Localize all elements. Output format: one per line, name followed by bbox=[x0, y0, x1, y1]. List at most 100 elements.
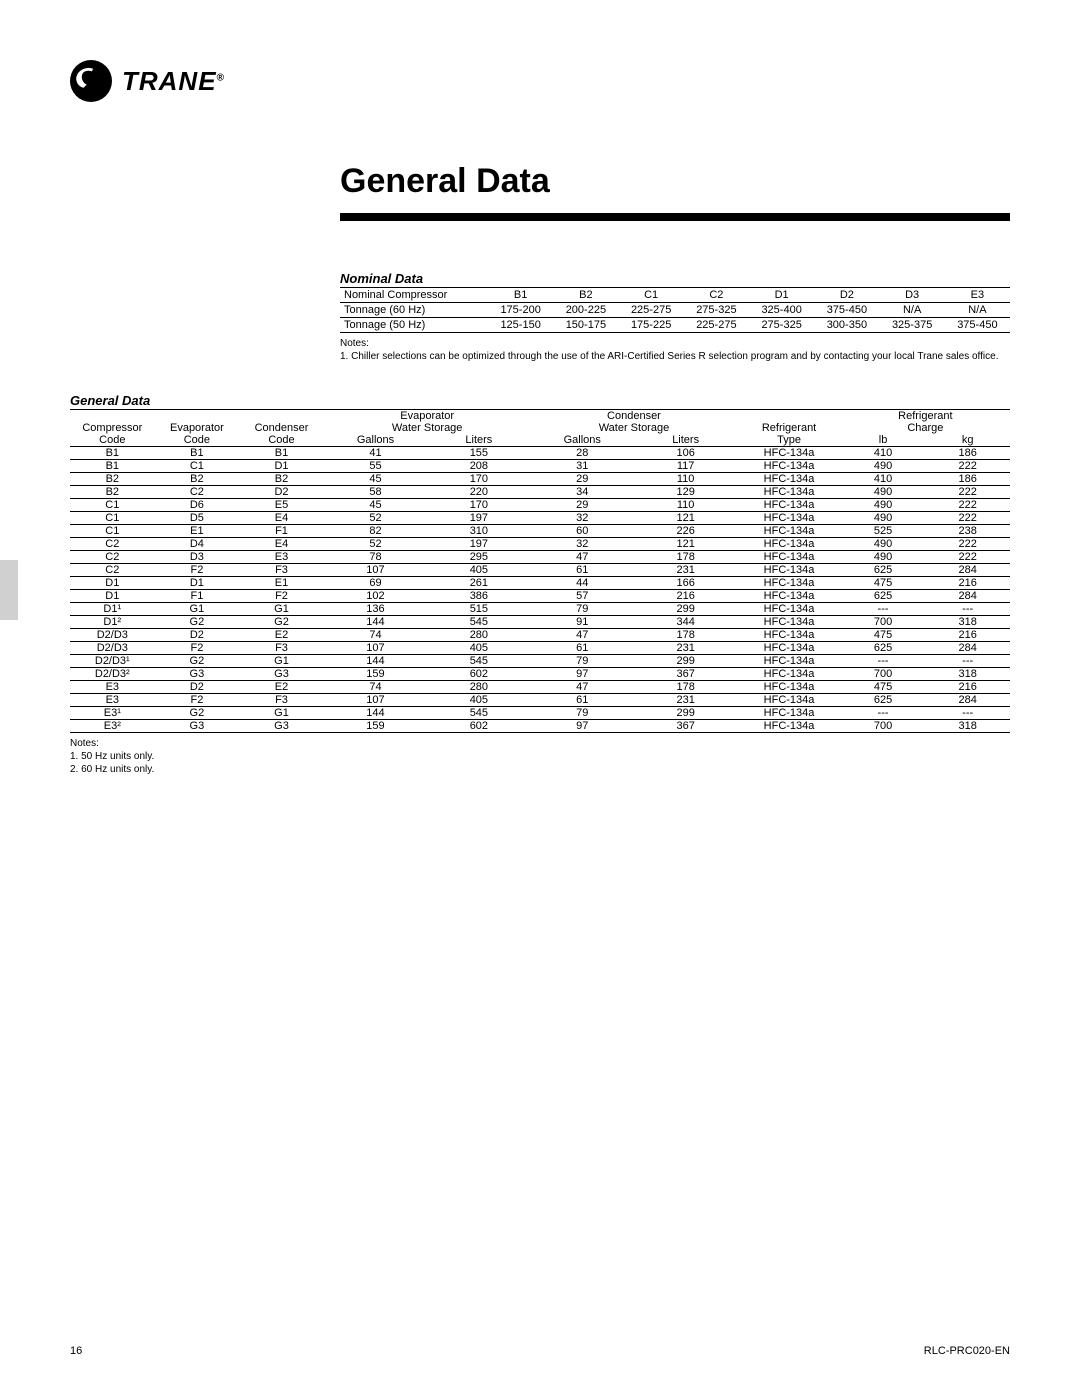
general-cell: C2 bbox=[70, 551, 155, 564]
general-cell: 107 bbox=[324, 642, 427, 655]
general-cell: 625 bbox=[841, 694, 926, 707]
general-cell: D6 bbox=[155, 499, 240, 512]
general-cell: E3 bbox=[70, 694, 155, 707]
general-cell: 222 bbox=[925, 499, 1010, 512]
general-cell: 61 bbox=[531, 564, 634, 577]
general-subheader: Gallons bbox=[324, 434, 427, 447]
general-cell: 367 bbox=[634, 720, 737, 733]
general-subheader: Code bbox=[239, 434, 324, 447]
general-cell: D2 bbox=[155, 681, 240, 694]
general-cell: 367 bbox=[634, 668, 737, 681]
nominal-cell: 375-450 bbox=[945, 318, 1010, 333]
general-cell: 29 bbox=[531, 473, 634, 486]
general-notes-label: Notes: bbox=[70, 738, 99, 749]
nominal-cell: 325-375 bbox=[880, 318, 945, 333]
general-cell: 226 bbox=[634, 525, 737, 538]
general-cell: 34 bbox=[531, 486, 634, 499]
general-title: General Data bbox=[70, 393, 1010, 410]
nominal-row-label: Tonnage (60 Hz) bbox=[340, 303, 488, 318]
table-row: C1E1F18231060226HFC-134a525238 bbox=[70, 525, 1010, 538]
general-cell: 410 bbox=[841, 473, 926, 486]
general-cell: C2 bbox=[155, 486, 240, 499]
general-cell: G1 bbox=[239, 707, 324, 720]
general-cell: 106 bbox=[634, 447, 737, 460]
general-cell: D4 bbox=[155, 538, 240, 551]
general-cell: G2 bbox=[155, 655, 240, 668]
general-cell: HFC-134a bbox=[737, 486, 840, 499]
general-cell: 284 bbox=[925, 564, 1010, 577]
general-cell: D2/D3¹ bbox=[70, 655, 155, 668]
general-cell: 69 bbox=[324, 577, 427, 590]
general-cell: 58 bbox=[324, 486, 427, 499]
general-cell: 178 bbox=[634, 681, 737, 694]
general-cell: HFC-134a bbox=[737, 694, 840, 707]
general-cell: E3 bbox=[70, 681, 155, 694]
general-cell: 216 bbox=[634, 590, 737, 603]
general-cell: 700 bbox=[841, 668, 926, 681]
general-group-header: Condenser bbox=[531, 410, 738, 422]
general-cell: 197 bbox=[427, 512, 530, 525]
general-cell: 170 bbox=[427, 473, 530, 486]
general-cell: HFC-134a bbox=[737, 551, 840, 564]
nominal-cell: 275-325 bbox=[749, 318, 814, 333]
nominal-col-header: B1 bbox=[488, 288, 553, 303]
general-cell: C1 bbox=[70, 499, 155, 512]
general-cell: G3 bbox=[239, 720, 324, 733]
general-cell: HFC-134a bbox=[737, 616, 840, 629]
general-cell: 110 bbox=[634, 473, 737, 486]
general-cell: 525 bbox=[841, 525, 926, 538]
general-cell: F1 bbox=[155, 590, 240, 603]
general-cell: 121 bbox=[634, 538, 737, 551]
general-cell: 82 bbox=[324, 525, 427, 538]
table-row: C2D4E45219732121HFC-134a490222 bbox=[70, 538, 1010, 551]
table-row: E3F2F310740561231HFC-134a625284 bbox=[70, 694, 1010, 707]
general-cell: F2 bbox=[155, 564, 240, 577]
general-cell: B1 bbox=[155, 447, 240, 460]
general-cell: 222 bbox=[925, 486, 1010, 499]
general-cell: 155 bbox=[427, 447, 530, 460]
nominal-cell: 125-150 bbox=[488, 318, 553, 333]
general-cell: 216 bbox=[925, 629, 1010, 642]
general-cell: G1 bbox=[239, 655, 324, 668]
general-cell: 52 bbox=[324, 512, 427, 525]
general-cell: 107 bbox=[324, 564, 427, 577]
nominal-cell: N/A bbox=[945, 303, 1010, 318]
general-cell: 405 bbox=[427, 564, 530, 577]
general-group-header: Condenser bbox=[239, 422, 324, 434]
general-cell: E1 bbox=[239, 577, 324, 590]
general-cell: 79 bbox=[531, 655, 634, 668]
general-cell: 74 bbox=[324, 681, 427, 694]
general-cell: --- bbox=[925, 655, 1010, 668]
general-cell: --- bbox=[841, 603, 926, 616]
general-cell: E1 bbox=[155, 525, 240, 538]
general-cell: F1 bbox=[239, 525, 324, 538]
general-cell: HFC-134a bbox=[737, 707, 840, 720]
general-cell: 490 bbox=[841, 538, 926, 551]
general-cell: 490 bbox=[841, 551, 926, 564]
general-cell: 121 bbox=[634, 512, 737, 525]
general-cell: B1 bbox=[70, 447, 155, 460]
general-cell: --- bbox=[841, 655, 926, 668]
general-cell: 490 bbox=[841, 512, 926, 525]
general-cell: 475 bbox=[841, 629, 926, 642]
general-cell: E2 bbox=[239, 629, 324, 642]
general-group-header: Evaporator bbox=[324, 410, 531, 422]
general-table: EvaporatorCondenserRefrigerantCompressor… bbox=[70, 410, 1010, 733]
general-cell: 216 bbox=[925, 577, 1010, 590]
general-cell: 61 bbox=[531, 694, 634, 707]
general-cell: 178 bbox=[634, 629, 737, 642]
nominal-cell: 175-225 bbox=[619, 318, 684, 333]
general-cell: 490 bbox=[841, 486, 926, 499]
general-cell: 545 bbox=[427, 616, 530, 629]
general-group-header bbox=[239, 410, 324, 422]
nominal-cell: 375-450 bbox=[814, 303, 879, 318]
general-cell: G1 bbox=[155, 603, 240, 616]
general-cell: 625 bbox=[841, 564, 926, 577]
nominal-cell: 175-200 bbox=[488, 303, 553, 318]
general-cell: D2 bbox=[239, 486, 324, 499]
general-cell: B2 bbox=[155, 473, 240, 486]
general-cell: HFC-134a bbox=[737, 668, 840, 681]
trane-globe-icon bbox=[70, 60, 112, 102]
nominal-notes-label: Notes: bbox=[340, 338, 369, 349]
general-cell: 47 bbox=[531, 551, 634, 564]
